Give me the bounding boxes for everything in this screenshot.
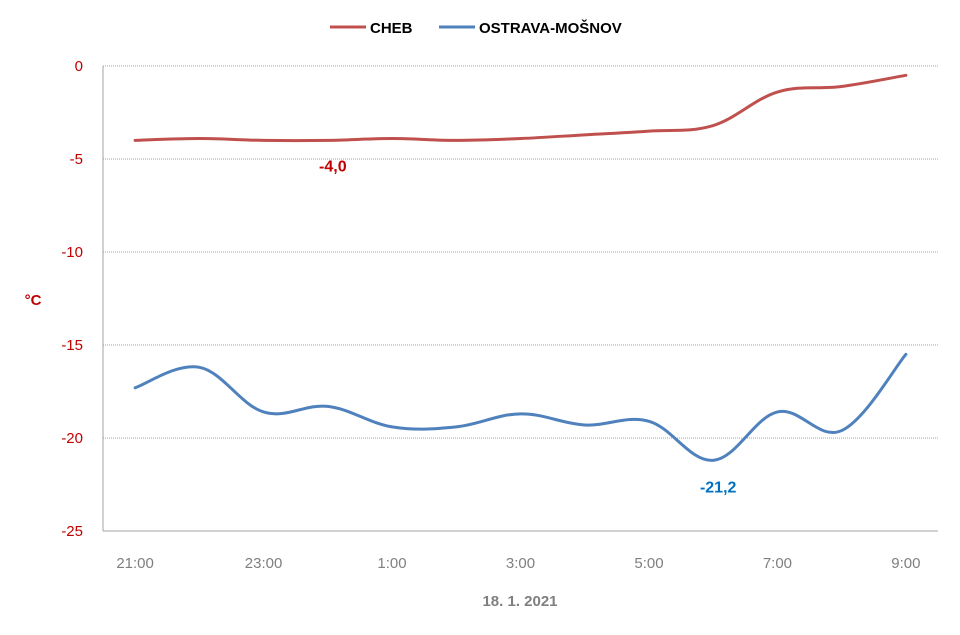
axes: 0 -5 -10 -15 -20 -25 21:00 23:00 1:00 3:00 5:00 7:0… <box>61 58 938 572</box>
y-tick-label: -5 <box>70 151 83 168</box>
y-axis-title: °C <box>25 292 42 309</box>
series-line-cheb <box>133 73 908 143</box>
x-tick-label: 1:00 <box>377 555 406 572</box>
series-lines <box>133 73 908 462</box>
x-tick-label: 23:00 <box>245 555 283 572</box>
data-label: -21,2 <box>700 479 737 496</box>
x-tick-label: 21:00 <box>116 555 154 572</box>
x-tick-label: 5:00 <box>634 555 663 572</box>
y-tick-label: -10 <box>61 244 83 261</box>
legend-item: CHEB <box>330 20 413 37</box>
x-tick-label: 9:00 <box>891 555 920 572</box>
legend: CHEB OSTRAVA-MOŠNOV <box>330 19 622 37</box>
y-tick-label: -15 <box>61 337 83 354</box>
x-tick-label: 3:00 <box>506 555 535 572</box>
y-tick-label: 0 <box>75 58 83 75</box>
y-tick-label: -20 <box>61 430 83 447</box>
x-tick-label: 7:00 <box>763 555 792 572</box>
legend-item: OSTRAVA-MOŠNOV <box>439 19 622 37</box>
x-axis-title: 18. 1. 2021 <box>482 593 557 610</box>
annotations: -4,0 -21,2 <box>319 158 737 496</box>
series-line-ostrava-mo-nov <box>133 352 908 462</box>
legend-label: OSTRAVA-MOŠNOV <box>479 19 622 37</box>
grid-lines <box>103 65 938 439</box>
legend-label: CHEB <box>370 20 413 37</box>
y-tick-label: -25 <box>61 523 83 540</box>
data-label: -4,0 <box>319 158 347 175</box>
